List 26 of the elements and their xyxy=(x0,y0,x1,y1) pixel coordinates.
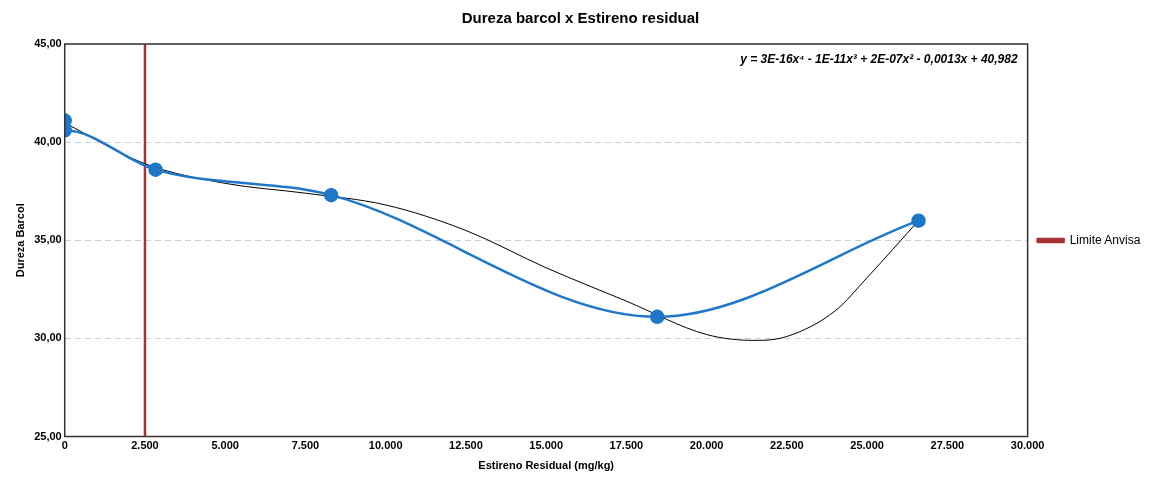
point xyxy=(649,309,665,325)
x-tick-label: 22.500 xyxy=(770,439,804,452)
annotation: y = 3E-16x⁴ - 1E-11x³ + 2E-07x² - 0,0013x + 40,982 xyxy=(739,52,1018,67)
x-tick-label: 10.000 xyxy=(368,439,403,452)
x-tick-label: 12.500 xyxy=(449,439,483,452)
x-tick-label: 17.500 xyxy=(609,439,644,452)
y-tick-label: 40,00 xyxy=(34,135,62,148)
x-tick-label: 27.500 xyxy=(930,439,965,452)
x-tick-label: 5.000 xyxy=(211,439,239,452)
y-tick-label: 30,00 xyxy=(34,331,62,344)
y-axis-title: Dureza Barcol xyxy=(13,203,26,278)
legend-label: Limite Anvisa xyxy=(1069,232,1141,247)
y-tick-label: 45,00 xyxy=(34,37,62,50)
chart-title: Dureza barcol x Estireno residual xyxy=(461,9,700,27)
x-tick-label: 7.500 xyxy=(291,439,320,452)
x-tick-label: 2.500 xyxy=(131,439,159,452)
x-tick-label: 20.000 xyxy=(689,439,724,452)
x-axis-title: Estireno Residual (mg/kg) xyxy=(478,459,615,472)
x-tick-label: 30.000 xyxy=(1010,439,1045,452)
point xyxy=(323,187,339,203)
x-tick-label: 25.000 xyxy=(850,439,884,452)
point xyxy=(911,213,926,228)
y-tick-label: 25,00 xyxy=(34,429,62,442)
x-tick-label: 0 xyxy=(61,439,68,452)
y-tick-label: 35,00 xyxy=(34,233,62,246)
x-tick-label: 15.000 xyxy=(529,439,564,452)
